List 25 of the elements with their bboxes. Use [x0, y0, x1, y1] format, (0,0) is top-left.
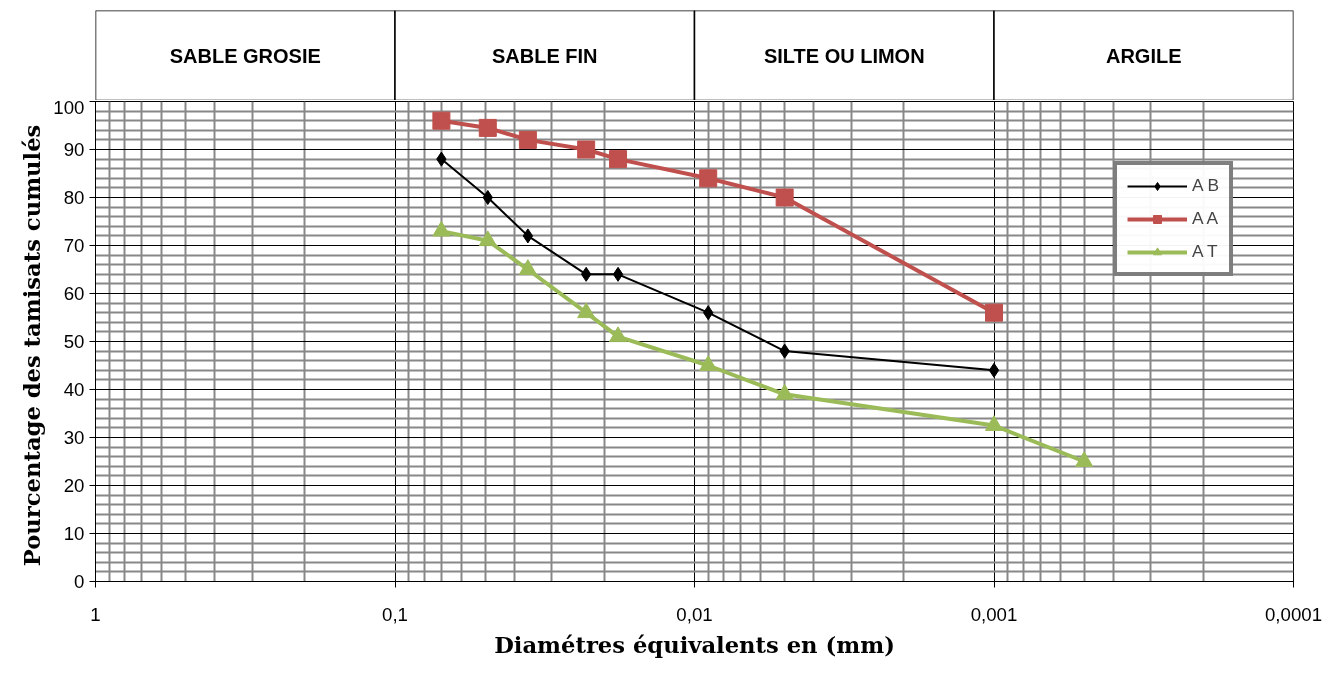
y-tick-label: 80 — [63, 187, 85, 208]
legend-label: A T — [1192, 241, 1218, 262]
legend-label: A B — [1192, 175, 1219, 196]
category-label: ARGILE — [1105, 44, 1182, 67]
y-tick-label: 90 — [63, 139, 85, 160]
legend-label: A A — [1192, 208, 1219, 229]
y-tick-label: 40 — [63, 379, 85, 400]
x-tick-label: 1 — [90, 603, 101, 625]
x-tick-label: 0,001 — [970, 603, 1018, 625]
category-label: SILTE OU LIMON — [763, 44, 925, 67]
y-tick-label: 60 — [63, 283, 85, 304]
category-label: SABLE FIN — [491, 44, 598, 67]
y-tick-label: 30 — [63, 427, 85, 448]
category-label: SABLE GROSIE — [169, 44, 321, 67]
y-tick-label: 70 — [63, 235, 85, 256]
x-tick-label: 0,01 — [676, 603, 713, 625]
y-tick-label: 20 — [63, 475, 85, 496]
y-tick-label: 0 — [74, 571, 85, 592]
x-axis-title: Diamétres équivalents en (mm) — [494, 631, 895, 658]
y-axis-title: Pourcentage des tamisats cumulés — [19, 124, 46, 567]
x-tick-label: 0,0001 — [1264, 603, 1323, 625]
y-tick-label: 50 — [63, 331, 85, 352]
y-tick-label: 10 — [63, 523, 85, 544]
x-tick-label: 0,1 — [382, 603, 408, 625]
y-tick-label: 100 — [53, 96, 85, 118]
